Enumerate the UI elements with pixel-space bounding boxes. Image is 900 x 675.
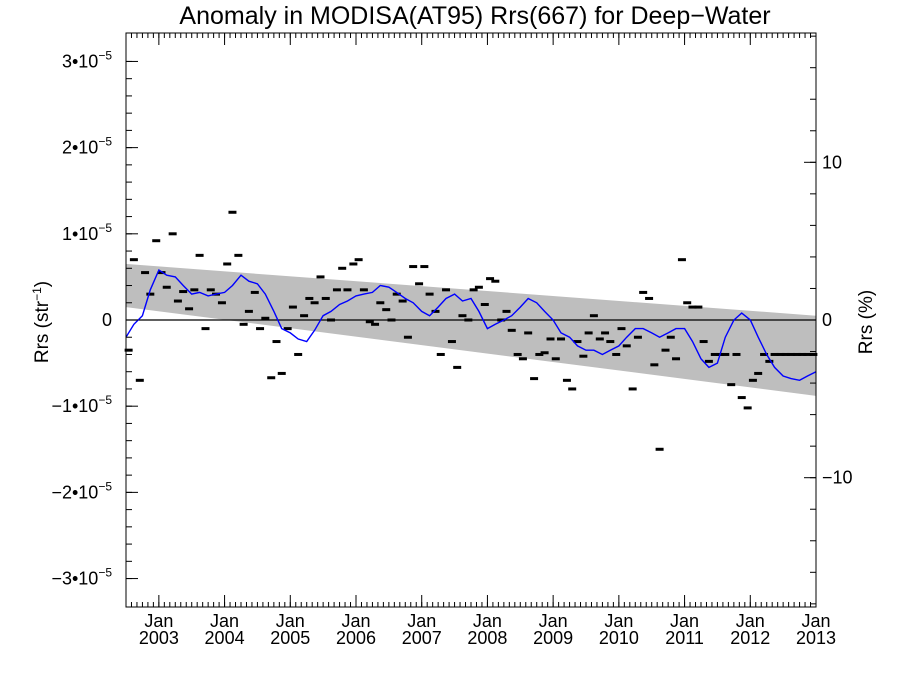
x-tick-year: 2009 <box>533 628 573 648</box>
left-tick-label: 3•10−5 <box>62 48 112 71</box>
x-tick-month: Jan <box>276 611 305 631</box>
y-axis-label-right-text: Rrs (%) <box>856 290 877 354</box>
y-axis-label-left-base: Rrs (str <box>32 300 53 363</box>
left-tick-exp: −5 <box>98 48 112 62</box>
left-tick-coef: 1•10 <box>62 224 98 244</box>
right-tick-label: −10 <box>822 468 853 488</box>
left-tick-coef: 2•10 <box>62 138 98 158</box>
x-tick-year: 2005 <box>270 628 310 648</box>
x-tick-year: 2008 <box>467 628 507 648</box>
left-tick-coef: 3•10 <box>62 51 98 71</box>
left-tick-exp: −5 <box>98 393 112 407</box>
x-tick-year: 2011 <box>665 628 704 648</box>
x-tick-month: Jan <box>539 611 568 631</box>
y-axis-label-left-tail: ) <box>32 281 53 287</box>
axes: 3•10−52•10−51•10−50−1•10−5−2•10−5−3•10−5… <box>51 32 853 648</box>
svg-text:Rrs (str−1): Rrs (str−1) <box>30 281 53 363</box>
left-tick-label: 1•10−5 <box>62 221 112 244</box>
x-tick-year: 2006 <box>336 628 376 648</box>
y-axis-label-right: Rrs (%) <box>856 290 877 354</box>
left-tick-coef: −3•10 <box>51 569 98 589</box>
left-tick-label: 0 <box>102 310 112 330</box>
x-tick-year: 2004 <box>205 628 245 648</box>
left-tick-label: −1•10−5 <box>51 393 112 416</box>
x-tick-month: Jan <box>473 611 502 631</box>
left-tick-coef: 0 <box>102 310 112 330</box>
x-tick-year: 2012 <box>730 628 770 648</box>
left-tick-label: −3•10−5 <box>51 566 112 589</box>
x-tick-month: Jan <box>210 611 239 631</box>
left-tick-label: 2•10−5 <box>62 135 112 158</box>
trend-band <box>126 263 816 396</box>
left-tick-exp: −5 <box>98 221 112 235</box>
x-tick-month: Jan <box>736 611 765 631</box>
left-tick-label: −2•10−5 <box>51 479 112 502</box>
x-tick-year: 2013 <box>796 628 836 648</box>
x-tick-month: Jan <box>801 611 830 631</box>
chart-title: Anomaly in MODISA(AT95) Rrs(667) for Dee… <box>179 2 770 30</box>
plot-area <box>124 210 818 451</box>
right-tick-label: 0 <box>822 310 832 330</box>
x-tick-month: Jan <box>670 611 699 631</box>
x-tick-month: Jan <box>144 611 173 631</box>
x-tick-month: Jan <box>604 611 633 631</box>
x-tick-month: Jan <box>341 611 370 631</box>
left-tick-coef: −1•10 <box>51 396 98 416</box>
y-axis-label-left-sup: −1 <box>30 287 44 301</box>
x-tick-year: 2003 <box>139 628 179 648</box>
x-tick-year: 2010 <box>599 628 639 648</box>
x-tick-month: Jan <box>407 611 436 631</box>
left-tick-exp: −5 <box>98 135 112 149</box>
left-tick-coef: −2•10 <box>51 482 98 502</box>
right-tick-label: 10 <box>822 152 842 172</box>
running-mean-line <box>125 268 817 382</box>
y-axis-label-left: Rrs (str−1) <box>30 281 53 363</box>
x-tick-year: 2007 <box>402 628 442 648</box>
left-tick-exp: −5 <box>98 566 112 580</box>
left-tick-exp: −5 <box>98 479 112 493</box>
